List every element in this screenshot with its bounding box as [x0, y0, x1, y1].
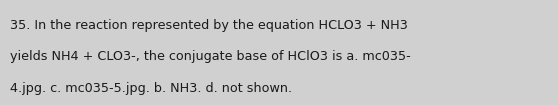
Text: 4.jpg. c. mc035-5.jpg. b. NH3. d. not shown.: 4.jpg. c. mc035-5.jpg. b. NH3. d. not sh… [10, 82, 292, 95]
Text: 35. In the reaction represented by the equation HCLO3 + NH3: 35. In the reaction represented by the e… [10, 19, 408, 32]
Text: yields NH4 + CLO3-, the conjugate base of HClO3 is a. mc035-: yields NH4 + CLO3-, the conjugate base o… [10, 50, 411, 63]
